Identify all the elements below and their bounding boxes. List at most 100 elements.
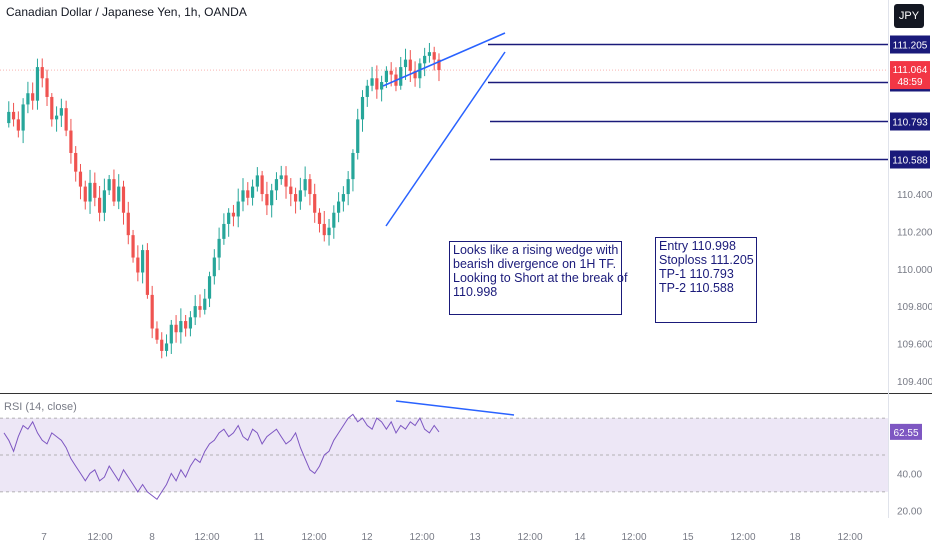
time-tick-label: 12:00 <box>194 532 219 543</box>
candle-body <box>313 194 317 213</box>
candle-body <box>59 108 63 116</box>
rsi-line <box>3 413 440 501</box>
candle-body <box>31 93 35 101</box>
candle-body <box>193 306 197 318</box>
candle-body <box>69 130 73 153</box>
note-line: bearish divergence on 1H TF. <box>453 257 617 271</box>
candle-body <box>179 321 183 333</box>
candle-body <box>284 175 288 187</box>
level-label-bg <box>890 35 930 54</box>
candle-body <box>160 339 164 351</box>
rsi-tick-label: 20.00 <box>897 506 922 517</box>
candle-body <box>50 96 54 120</box>
price-tick-label: 109.800 <box>897 302 932 313</box>
note-line: Looking to Short at the break of <box>453 271 628 285</box>
candle-body <box>45 78 49 97</box>
candle-body <box>289 186 293 195</box>
candle-body <box>246 190 250 198</box>
candle-body <box>360 96 365 120</box>
time-tick-label: 13 <box>469 532 481 543</box>
candle-body <box>164 343 169 351</box>
candle-body <box>308 179 312 195</box>
candle-body <box>174 324 178 333</box>
candle-body <box>327 227 331 236</box>
candle-body <box>93 182 97 198</box>
candle-body <box>298 190 302 202</box>
candle-body <box>98 197 102 213</box>
candle-body <box>121 186 126 213</box>
candle-body <box>408 59 412 71</box>
candle-body <box>380 82 384 90</box>
time-tick-label: 11 <box>254 532 265 543</box>
candle-body <box>222 223 226 239</box>
candle-body <box>303 179 307 191</box>
candle-body <box>184 321 188 329</box>
price-tick-label: 109.600 <box>897 339 932 350</box>
candle-body <box>356 119 360 153</box>
candle-body <box>188 317 193 329</box>
time-tick-label: 18 <box>789 532 801 543</box>
candle-body <box>102 190 106 213</box>
time-tick-label: 12 <box>361 532 373 543</box>
level-label-bg <box>890 112 930 131</box>
rsi-label: RSI (14, close) <box>4 401 77 413</box>
rsi-tick-label: 40.00 <box>897 469 922 480</box>
candle-body <box>207 276 212 299</box>
candle-body <box>212 257 216 277</box>
candle-body <box>346 179 350 195</box>
candle-body <box>332 212 336 228</box>
candle-body <box>260 175 264 195</box>
trade-note: Entry 110.998 Stoploss 111.205 TP-1 110.… <box>655 237 757 323</box>
candle-body <box>384 70 388 83</box>
candle-body <box>203 298 207 310</box>
candle-body <box>217 238 221 258</box>
symbol-title: Canadian Dollar / Japanese Yen, 1h, OAND… <box>6 5 247 19</box>
candle-body <box>423 55 427 64</box>
candle-body <box>375 78 379 90</box>
note-line: 110.998 <box>453 285 498 299</box>
candle-body <box>88 182 92 202</box>
candle-body <box>117 186 121 202</box>
time-tick-label: 14 <box>574 532 586 543</box>
candle-body <box>155 328 159 340</box>
time-tick-label: 15 <box>682 532 694 543</box>
candle-body <box>26 93 30 105</box>
candle-body <box>389 70 393 75</box>
candle-body <box>112 179 116 202</box>
stoploss-line: Stoploss 111.205 <box>659 253 754 267</box>
candle-body <box>21 104 25 131</box>
wedge-lower-line <box>385 51 506 227</box>
candle-body <box>418 63 422 79</box>
price-tick-label: 109.400 <box>897 377 932 388</box>
level-label-bg <box>890 150 930 169</box>
rsi-divergence-line <box>395 400 515 416</box>
time-tick-label: 12:00 <box>837 532 862 543</box>
candle-body <box>231 212 236 217</box>
candle-body <box>54 115 59 120</box>
entry-line: Entry 110.998 <box>659 239 736 253</box>
price-tick-label: 110.400 <box>897 190 932 201</box>
candle-body <box>255 175 259 187</box>
candle-body <box>74 152 78 172</box>
rsi-value-tag <box>890 423 922 440</box>
wedge-note: Looks like a rising wedge with bearish d… <box>449 241 628 315</box>
candle-body <box>7 111 11 124</box>
rsi-value-label: 62.55 <box>893 428 918 439</box>
time-tick-label: 12:00 <box>301 532 326 543</box>
wedge-upper-line <box>382 32 506 87</box>
candle-body <box>150 294 154 329</box>
candle-body <box>293 194 298 202</box>
candle-body <box>337 201 341 213</box>
candle-body <box>317 212 322 224</box>
time-tick-label: 12:00 <box>409 532 434 543</box>
candle-body <box>236 201 240 217</box>
candle-body <box>145 250 149 295</box>
currency-button[interactable]: JPY <box>894 4 924 28</box>
tp2-line: TP-2 110.588 <box>659 281 734 295</box>
last-price-label: 111.064 <box>893 65 928 76</box>
candle-body <box>16 119 20 131</box>
time-tick-label: 7 <box>41 532 47 543</box>
time-tick-label: 8 <box>149 532 155 543</box>
candle-body <box>403 59 408 68</box>
